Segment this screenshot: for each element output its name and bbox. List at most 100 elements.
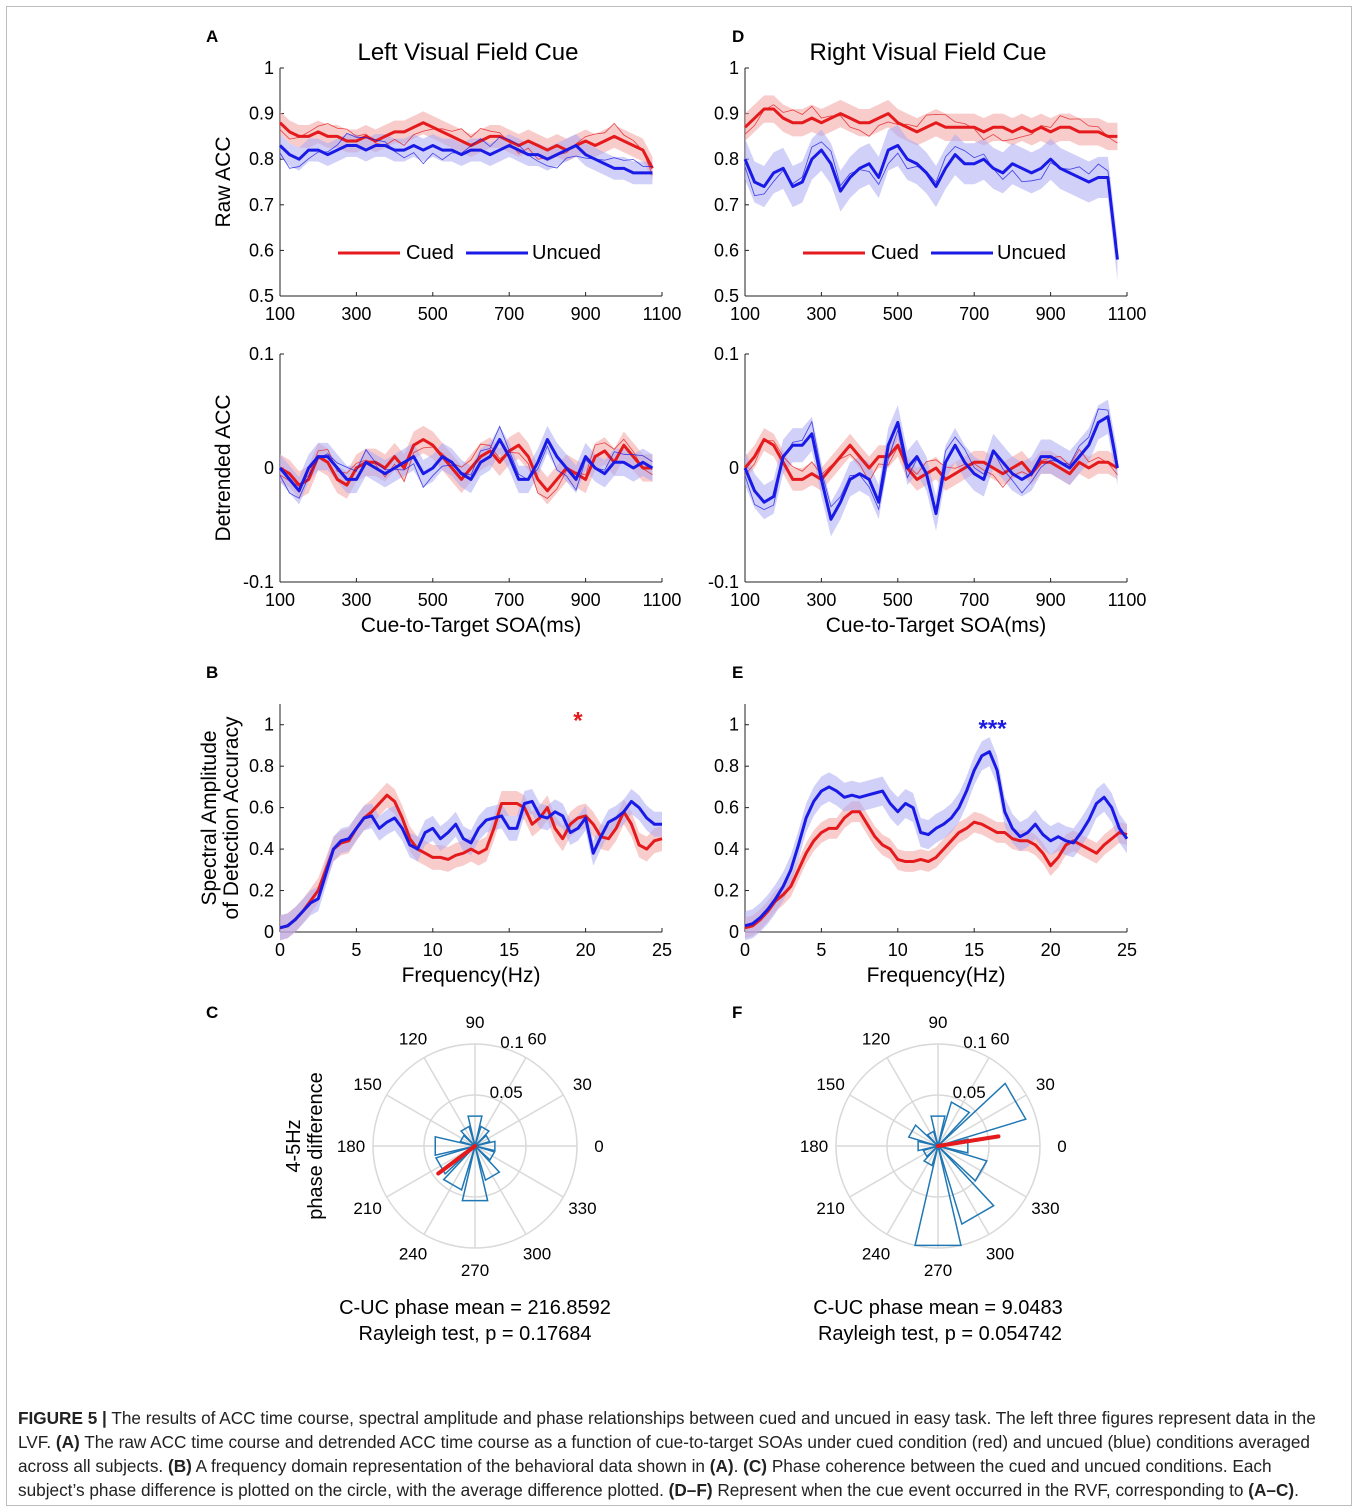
polar-angle-label: 180 (337, 1137, 365, 1156)
x-tick-label: 10 (888, 940, 908, 960)
series-line-uncued (278, 144, 653, 175)
y-axis-label-line1: Spectral Amplitude (198, 730, 221, 905)
rose-wedge (914, 1145, 962, 1247)
stats-left-rayleigh: Rayleigh test, p = 0.17684 (359, 1323, 592, 1345)
polar-r-label: 0.05 (953, 1083, 986, 1102)
caption-text-5: Phase coherence between the cued and unc… (18, 1456, 1272, 1500)
x-tick-label: 25 (1117, 940, 1137, 960)
caption-ref-ac: (A–C) (1248, 1480, 1295, 1500)
polar-angle-label: 0 (594, 1137, 603, 1156)
y-tick-label: 0.8 (714, 149, 739, 169)
significance-marker: *** (979, 716, 1008, 743)
x-tick-label: 100 (730, 590, 760, 610)
chart-left-detrended-acc: 100 300 500 700 900 1100 -0.1 0 0.1 Cue-to-Target… (212, 344, 681, 637)
polar-spoke (474, 1145, 527, 1235)
y-tick-label: 0 (729, 458, 739, 478)
y-tick-label: 1 (729, 58, 739, 78)
x-tick-label: 500 (883, 590, 913, 610)
x-tick-label: 700 (494, 590, 524, 610)
polar-angle-label: 30 (573, 1075, 592, 1094)
series-line-uncued (279, 799, 662, 930)
y-axis-label-line2: of Detection Accuracy (220, 716, 243, 920)
y-axis-label: Raw ACC (212, 136, 235, 227)
band-cued (280, 782, 662, 941)
y-tick-label: 0.4 (249, 839, 274, 859)
polar-angle-label: 330 (568, 1199, 596, 1218)
x-axis-label: Cue-to-Target SOA(ms) (361, 614, 582, 637)
y-tick-label: -0.1 (708, 572, 739, 592)
series-line-uncued (743, 415, 1119, 521)
x-tick-label: 15 (964, 940, 984, 960)
polar-r-label: 0.1 (963, 1033, 987, 1052)
x-tick-label: 900 (1036, 304, 1066, 324)
y-tick-label: 0 (264, 922, 274, 942)
polar-angle-label: 150 (816, 1075, 844, 1094)
rose-wedge (907, 1123, 939, 1147)
x-tick-label: 25 (652, 940, 672, 960)
legend-label-cued: Cued (871, 242, 919, 264)
x-tick-label: 1100 (1108, 590, 1147, 610)
y-tick-label: 1 (729, 715, 739, 735)
stats-right-rayleigh: Rayleigh test, p = 0.054742 (818, 1323, 1062, 1345)
x-tick-label: 10 (423, 940, 443, 960)
x-tick-label: 700 (959, 304, 989, 324)
y-tick-label: 0.2 (249, 881, 274, 901)
x-tick-label: 500 (883, 304, 913, 324)
polar-r-label: 0.1 (500, 1033, 524, 1052)
x-tick-label: 300 (341, 304, 371, 324)
raw-trace-cued (744, 104, 1118, 144)
y-tick-label: 0.6 (714, 240, 739, 260)
raw-trace-cued (744, 440, 1118, 488)
y-tick-label: 0.1 (249, 344, 274, 364)
series-line-uncued (744, 750, 1129, 928)
chart-left-polar: 0 30 60 90 120 150 180 210 240 270 300 330 0.05 0.1 (337, 1013, 604, 1280)
panel-letter-b: B (206, 663, 218, 682)
y-tick-label: 0.7 (714, 195, 739, 215)
title-left: Left Visual Field Cue (357, 39, 578, 66)
panel-letter-f: F (732, 1003, 742, 1022)
chart-right-spectrum: 0 5 10 15 20 25 0 0.2 0.4 0.6 0.8 1 Frequency(Hz) *** (714, 704, 1137, 987)
rose-wedge (434, 1135, 476, 1157)
rose-wedge (937, 1145, 995, 1226)
legend-label-uncued: Uncued (532, 242, 601, 264)
figure-frame (6, 6, 1352, 1506)
polar-angle-label: 270 (924, 1261, 952, 1280)
raw-trace-cued (279, 122, 653, 176)
polar-spoke (937, 1057, 990, 1147)
polar-angle-label: 330 (1031, 1199, 1059, 1218)
x-tick-label: 700 (959, 590, 989, 610)
x-tick-label: 100 (265, 590, 295, 610)
polar-angle-label: 30 (1036, 1075, 1055, 1094)
rose-wedge (474, 1145, 501, 1182)
chart-left-raw-acc: 100 300 500 700 900 1100 0.5 0.6 0.7 0.8 0.9 1 Cued U… (212, 58, 681, 324)
polar-spoke (423, 1145, 476, 1235)
x-tick-label: 1100 (643, 304, 682, 324)
y-tick-label: 0.6 (249, 240, 274, 260)
band-uncued (745, 125, 1118, 281)
chart-left-spectrum: 0 5 10 15 20 25 0 0.2 0.4 0.6 0.8 1 Frequency(Hz) Spe… (198, 704, 672, 987)
y-tick-label: 0.6 (714, 798, 739, 818)
polar-spoke (474, 1094, 564, 1147)
polar-angle-label: 60 (528, 1030, 547, 1049)
polar-angle-label: 120 (862, 1030, 890, 1049)
x-tick-label: 900 (571, 304, 601, 324)
x-tick-label: 300 (341, 590, 371, 610)
stats-left-mean: C-UC phase mean = 216.8592 (339, 1297, 611, 1319)
polar-spoke (937, 1145, 1027, 1198)
x-tick-label: 20 (576, 940, 596, 960)
polar-spoke (937, 1145, 990, 1235)
x-axis-label: Frequency(Hz) (867, 964, 1006, 987)
y-tick-label: 0 (729, 922, 739, 942)
polar-spoke (423, 1057, 476, 1147)
y-tick-label: 0.6 (249, 798, 274, 818)
y-tick-label: 0.7 (249, 195, 274, 215)
x-tick-label: 1100 (643, 590, 682, 610)
y-tick-label: 0.9 (249, 104, 274, 124)
caption-ref-c: (C) (743, 1456, 768, 1476)
y-tick-label: 0.5 (249, 286, 274, 306)
caption-text-6: Represent when the cue event occurred in… (712, 1480, 1249, 1500)
x-tick-label: 900 (1036, 590, 1066, 610)
y-tick-label: 1 (264, 58, 274, 78)
polar-spoke (849, 1145, 939, 1198)
y-tick-label: 1 (264, 715, 274, 735)
